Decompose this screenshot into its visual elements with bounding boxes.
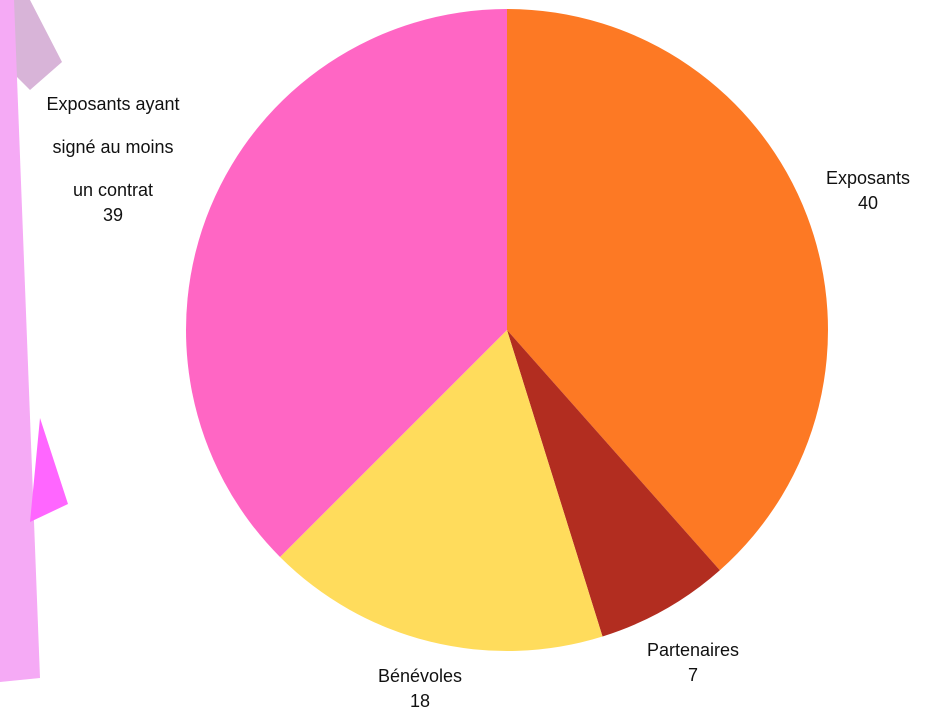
- decor-magenta-triangle: [30, 418, 68, 522]
- slice-value-partenaires: 7: [688, 665, 698, 685]
- slice-value-exposants-ayant-signe-au-moins-un-contrat: 39: [103, 205, 123, 225]
- pie-slice-partenaires: [507, 330, 720, 637]
- pie-labels: Exposants 40 Partenaires 7 Bénévoles 18 Exposa…: [46, 94, 910, 708]
- pie-slices: [186, 9, 828, 652]
- decor-pink-strip: [0, 0, 40, 682]
- pie-slice-exposants-ayant-signe-au-moins-un-contrat: [186, 9, 507, 557]
- slice-label-benevoles: Bénévoles 18: [378, 666, 462, 708]
- pie-slice-exposants: [507, 9, 828, 571]
- slice-label-exposants-ayant-signe-au-moins-un-contrat: Exposants ayant signé au moins un contrat 3…: [46, 94, 179, 225]
- slice-value-exposants: 40: [858, 193, 878, 213]
- slice-value-benevoles: 18: [410, 691, 430, 708]
- slice-label-exposants: Exposants 40: [826, 168, 910, 213]
- pie-slice-benevoles: [280, 330, 603, 652]
- slice-label-partenaires: Partenaires 7: [647, 640, 739, 685]
- background-decoration: [0, 0, 68, 682]
